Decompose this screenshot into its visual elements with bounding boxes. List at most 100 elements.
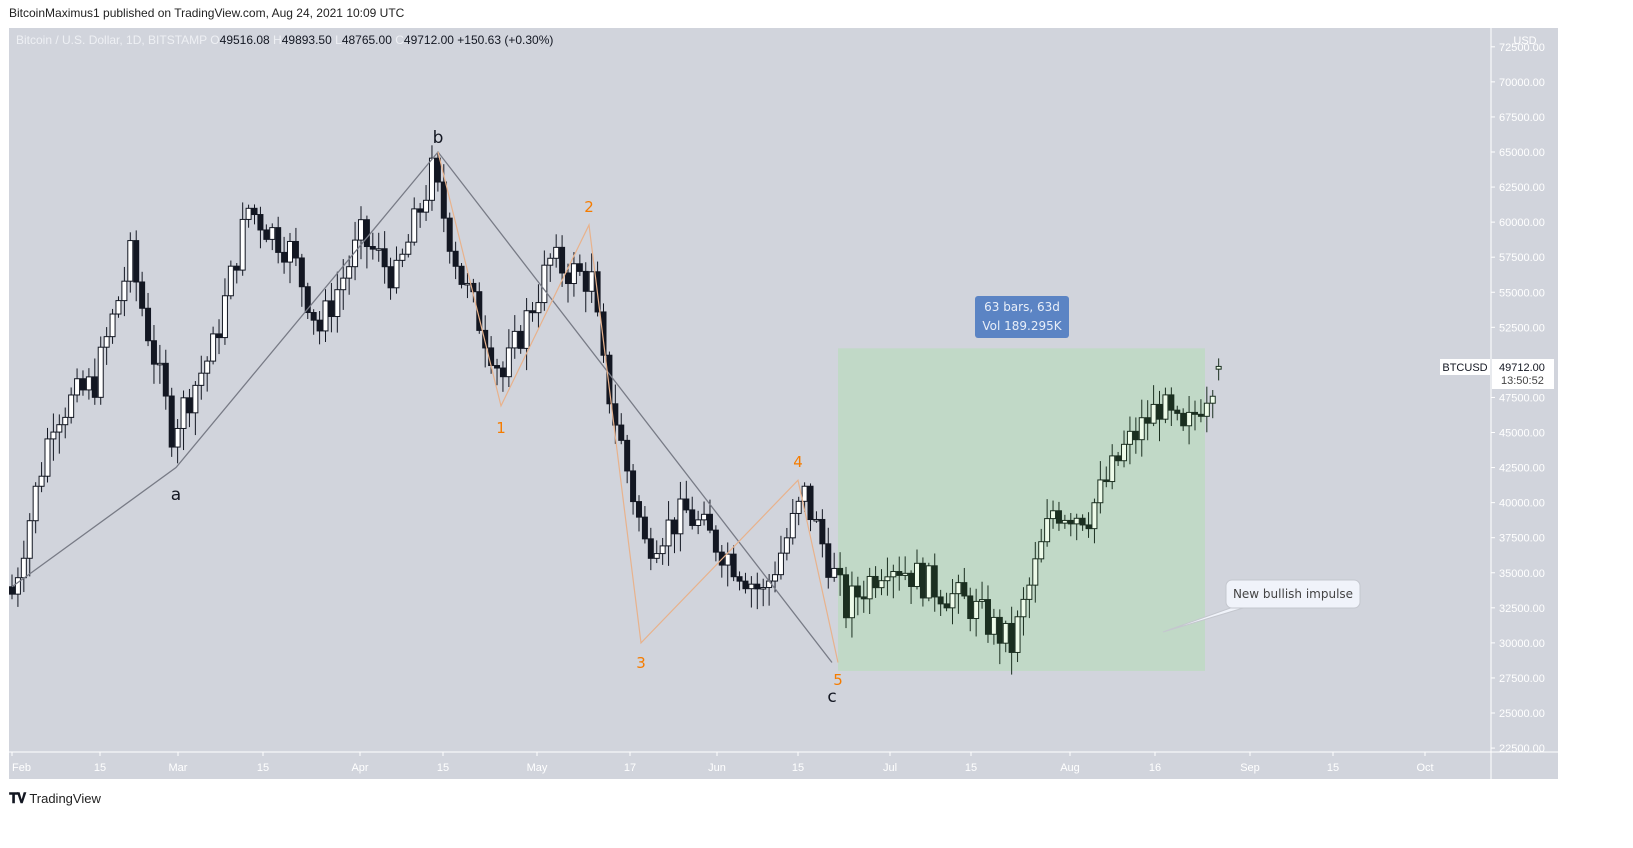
price-tick: 35000.00 bbox=[1499, 568, 1545, 580]
currency-label: USD bbox=[1513, 35, 1536, 47]
candle-down bbox=[600, 311, 607, 356]
candle-up bbox=[724, 553, 731, 566]
time-tick: Sep bbox=[1240, 762, 1260, 774]
candle-down bbox=[742, 580, 749, 590]
candle-down bbox=[819, 518, 826, 545]
candle-up bbox=[56, 424, 63, 433]
candle-down bbox=[476, 291, 483, 331]
candle-down bbox=[494, 365, 501, 369]
candle-up bbox=[428, 157, 435, 201]
candle-up bbox=[1091, 502, 1098, 530]
candle-up bbox=[902, 572, 909, 576]
candle-up bbox=[20, 557, 27, 579]
symbol-tag-label: BTCUSD bbox=[1442, 362, 1487, 374]
candle-up bbox=[269, 227, 276, 240]
candle-up bbox=[913, 562, 920, 588]
callout-box[interactable] bbox=[1225, 579, 1361, 609]
candle-down bbox=[736, 576, 743, 582]
candle-up bbox=[523, 310, 530, 349]
candle-up bbox=[979, 599, 986, 602]
abc-wave-line[interactable] bbox=[11, 150, 833, 663]
impulse-wave-line[interactable] bbox=[437, 151, 839, 663]
candle-down bbox=[281, 251, 288, 263]
price-tick: 37500.00 bbox=[1499, 533, 1545, 545]
candle-up bbox=[204, 360, 211, 374]
candle-up bbox=[990, 616, 997, 635]
time-tick: Apr bbox=[351, 762, 368, 774]
candle-up bbox=[795, 500, 802, 514]
candle-up bbox=[1044, 518, 1051, 543]
candle-down bbox=[440, 181, 447, 219]
price-tick: 62500.00 bbox=[1499, 182, 1545, 194]
candle-down bbox=[1174, 409, 1181, 414]
candle-down bbox=[943, 603, 950, 609]
time-tick: Aug bbox=[1060, 762, 1080, 774]
candle-down bbox=[961, 582, 968, 597]
candle-down bbox=[689, 509, 696, 526]
candle-up bbox=[423, 199, 430, 213]
candle-down bbox=[730, 553, 737, 578]
brand-text: TradingView bbox=[29, 791, 101, 806]
candle-down bbox=[387, 266, 394, 289]
candle-down bbox=[618, 424, 625, 441]
candle-down bbox=[843, 574, 850, 619]
candle-down bbox=[139, 281, 146, 309]
time-tick: 15 bbox=[1327, 762, 1339, 774]
candle-up bbox=[357, 219, 364, 241]
candle-up bbox=[588, 271, 595, 292]
price-tick: 70000.00 bbox=[1499, 77, 1545, 89]
candle-up bbox=[1097, 479, 1104, 504]
candle-up bbox=[198, 372, 205, 386]
candle-down bbox=[630, 470, 637, 503]
candle-up bbox=[44, 438, 51, 477]
candle-up bbox=[245, 207, 252, 220]
candle-down bbox=[1103, 479, 1110, 483]
candle-up bbox=[553, 246, 560, 259]
candle-down bbox=[635, 501, 642, 518]
candle-down bbox=[1180, 412, 1187, 427]
candle-down bbox=[499, 367, 506, 378]
price-plot[interactable]: a b c 1 2 3 4 5 63 bars, 63d Vol 189.295K New bull… bbox=[9, 28, 1558, 779]
candle-down bbox=[576, 263, 583, 272]
candle-down bbox=[931, 565, 938, 598]
low-value: 48765.00 bbox=[341, 33, 392, 47]
candle-up bbox=[464, 282, 471, 286]
candle-up bbox=[32, 485, 39, 522]
candle-up bbox=[221, 295, 228, 339]
open-value: 49516.08 bbox=[219, 33, 270, 47]
candle-up bbox=[62, 416, 69, 426]
footer-brand[interactable]: 𝐓𝐕 TradingView bbox=[9, 790, 101, 807]
candle-down bbox=[363, 219, 370, 248]
price-tick: 67500.00 bbox=[1499, 112, 1545, 124]
candle-up bbox=[97, 346, 104, 398]
measure-volume-label: Vol 189.295K bbox=[982, 319, 1062, 333]
candle-down bbox=[860, 596, 867, 600]
candle-down bbox=[872, 575, 879, 589]
candle-up bbox=[50, 431, 57, 440]
candle-down bbox=[582, 270, 589, 292]
measure-tooltip bbox=[975, 296, 1069, 338]
date-range-measure-box[interactable] bbox=[838, 348, 1205, 671]
candle-up bbox=[783, 537, 790, 554]
time-tick: May bbox=[527, 762, 548, 774]
candle-up bbox=[127, 240, 134, 282]
symbol-legend: Bitcoin / U.S. Dollar, 1D, BITSTAMP O495… bbox=[16, 33, 554, 47]
candle-up bbox=[192, 384, 199, 414]
wave-label-b: b bbox=[433, 128, 444, 148]
candle-up bbox=[38, 475, 45, 487]
candle-up bbox=[26, 520, 33, 559]
candle-down bbox=[984, 599, 991, 635]
candle-up bbox=[180, 397, 187, 429]
chart-pane[interactable]: a b c 1 2 3 4 5 63 bars, 63d Vol 189.295K New bull… bbox=[9, 28, 1558, 779]
candle-down bbox=[216, 333, 223, 339]
candle-up bbox=[535, 302, 542, 314]
price-tick: 32500.00 bbox=[1499, 603, 1545, 615]
candle-down bbox=[854, 585, 861, 598]
price-tick: 25000.00 bbox=[1499, 708, 1545, 720]
wave-label-3: 3 bbox=[636, 654, 646, 672]
candle-up bbox=[1050, 510, 1057, 520]
candle-up bbox=[1209, 395, 1216, 404]
high-value: 49893.50 bbox=[281, 33, 332, 47]
candle-down bbox=[186, 397, 193, 414]
candle-up bbox=[570, 263, 577, 285]
